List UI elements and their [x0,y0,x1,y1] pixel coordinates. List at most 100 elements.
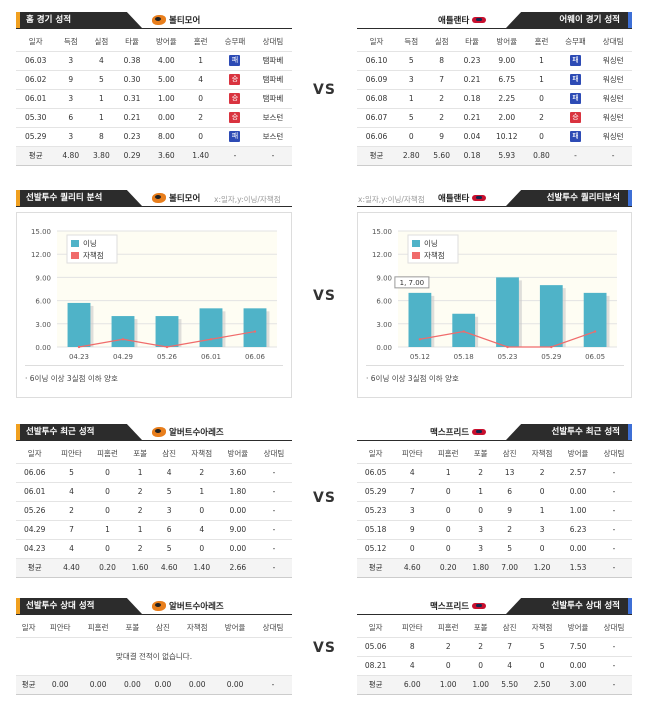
table-cell: 0 [526,127,557,147]
table-cell: 9 [495,501,525,521]
table-cell: 8.00 [147,127,186,147]
win-badge: 승 [229,74,241,85]
chart-tooltip: 1, 7.00 [394,276,430,289]
table-cell: 3 [55,51,87,71]
recent-pitcher-title-right: 선발투수 최근 성적 [506,424,632,440]
table-cell: 0.18 [456,89,488,109]
table-cell: - [596,520,632,540]
table-cell: 9 [426,127,457,147]
table-cell: 06.01 [16,482,54,502]
column-header: 타율 [116,32,148,52]
table-row: 05.30 6 1 0.21 0.00 2 승 보스턴 [16,108,292,128]
table-row: 05.18 9 0 3 2 3 6.23- [357,520,632,540]
legend-label-er: 자책점 [424,250,445,260]
table-cell: 1.00 [147,89,186,109]
table-cell: - [596,637,632,657]
table-cell: 3 [394,501,431,521]
table-row: 06.10 5 8 0.23 9.00 1 패 워싱턴 [357,51,632,71]
header-row: 일자 득점 실점 타율 방어율 홈런 승무패 상대팀 [16,32,292,52]
table-cell: 6 [55,108,87,128]
away-record-title: 어웨이 경기 성적 [506,12,632,28]
table-cell: 6.00 [394,675,431,695]
table-cell: - [556,146,595,166]
table-cell: - [596,675,632,695]
column-header: 자책점 [178,618,217,638]
table-cell: 1 [86,89,117,109]
result-cell: 패 [215,51,254,71]
table-cell: 0 [524,539,561,559]
table-cell: - [215,146,254,166]
table-cell: 1 [185,51,216,71]
average-row: 평균 4.40 0.20 1.60 4.60 1.40 2.66- [16,558,292,578]
table-row: 06.06 0 9 0.04 10.12 0 패 워싱턴 [357,127,632,147]
table-cell: - [255,482,292,502]
table-cell: 05.18 [357,520,395,540]
table-cell: - [596,463,632,483]
table-cell: 05.12 [357,539,395,559]
table-cell: 13 [495,463,525,483]
column-header: 피홈런 [79,618,118,638]
y-tick-label: 3.00 [376,321,392,329]
recent-pitcher-table-left: 일자 피안타 피홈런 포볼 삼진 자책점 방어율 상대팀 06.06 5 0 1 4 2 3.60-06.0… [16,444,292,578]
innings-bar [199,308,223,347]
column-header: 상대팀 [596,618,632,638]
result-cell: 패 [556,51,595,71]
y-tick-label: 3.00 [35,321,51,329]
earned-runs-point [462,330,465,333]
column-header: 피안타 [394,444,431,464]
innings-bar [111,316,135,347]
y-tick-label: 9.00 [35,274,51,282]
x-tick-label: 06.05 [585,353,605,361]
innings-bar [583,292,607,347]
table-cell: 5 [396,108,427,128]
y-tick-label: 9.00 [376,274,392,282]
y-tick-label: 0.00 [35,344,51,352]
table-cell: 평균 [357,675,395,695]
quality-note: · 6이닝 이상 3실점 이하 양호 [366,365,624,384]
average-row: 평균 6.00 1.00 1.00 5.50 2.50 3.00- [357,675,632,695]
table-cell: 0.38 [116,51,148,71]
orioles-logo-icon [152,601,166,611]
innings-bar [243,308,267,347]
table-cell: 0 [89,482,126,502]
table-cell: 3 [466,539,496,559]
win-badge: 승 [569,112,581,123]
table-cell: 1.40 [183,558,220,578]
table-cell: 0.00 [560,539,597,559]
table-cell: 1 [524,501,561,521]
table-cell: 5.50 [495,675,525,695]
column-header: 상대팀 [253,32,292,52]
table-cell: 0.23 [116,127,148,147]
table-cell: 6 [495,482,525,502]
table-cell: 3.60 [147,146,186,166]
table-cell: 05.29 [357,482,395,502]
table-cell: 1 [125,463,155,483]
table-cell: 1.20 [524,558,561,578]
table-cell: 2.66 [219,558,256,578]
x-tick-label: 05.29 [541,353,561,361]
table-cell: 06.09 [357,70,397,90]
table-cell: 0.00 [219,501,256,521]
table-cell: 0.00 [560,482,597,502]
table-cell: 1.60 [125,558,155,578]
column-header: 승무패 [215,32,254,52]
table-cell: 1 [396,89,427,109]
table-cell: 0.30 [116,70,148,90]
column-header: 포볼 [117,618,148,638]
table-cell: 06.06 [357,127,397,147]
column-header: 실점 [86,32,117,52]
braves-team-label: 애틀랜타 [438,14,487,26]
table-cell: 0 [396,127,427,147]
table-cell: 1 [183,482,220,502]
tooltip-text: 1, 7.00 [400,279,425,287]
loss-badge: 패 [229,55,241,66]
table-cell: 6 [154,520,184,540]
table-cell: 7 [53,520,90,540]
table-row: 05.29 3 8 0.23 8.00 0 패 보스턴 [16,127,292,147]
table-cell: 탬파베 [253,70,292,90]
table-cell: 2 [125,482,155,502]
vs-label: VS [313,82,336,98]
table-row: 05.26 2 0 2 3 0 0.00- [16,501,292,521]
table-cell: 1.53 [560,558,597,578]
table-cell: 워싱턴 [594,108,632,128]
